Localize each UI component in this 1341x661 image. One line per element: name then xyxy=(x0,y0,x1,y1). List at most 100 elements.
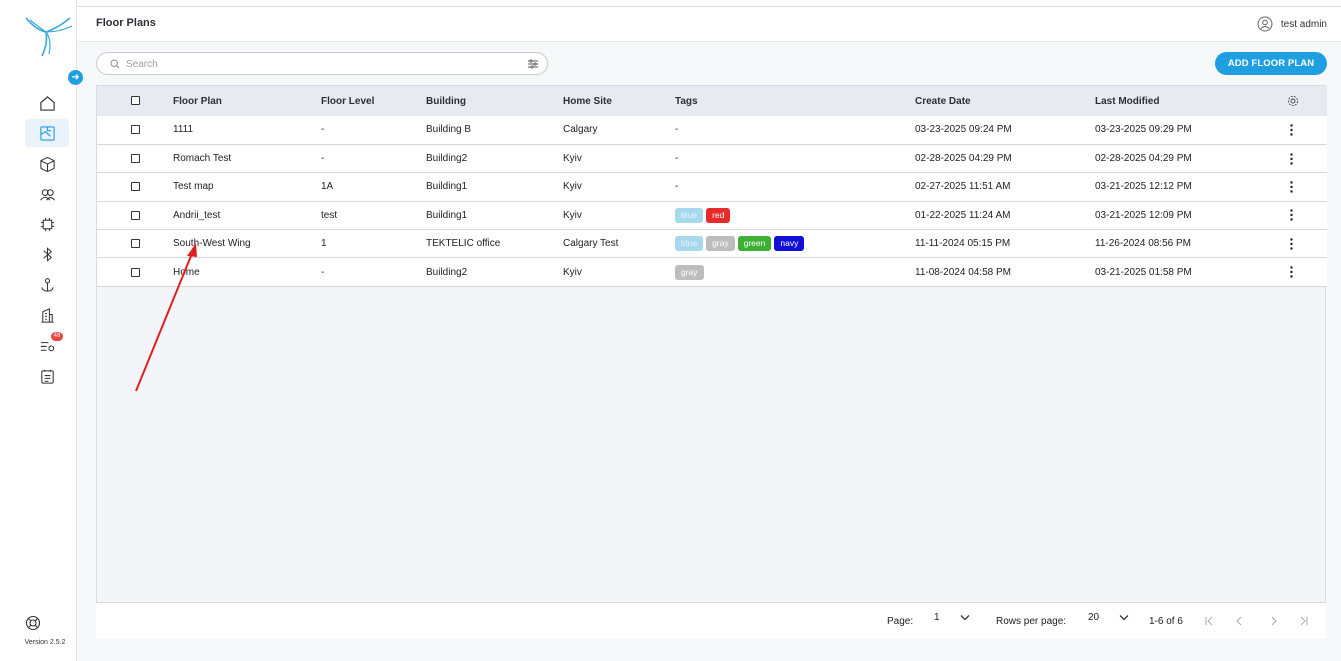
add-floor-plan-button[interactable]: ADD FLOOR PLAN xyxy=(1215,52,1327,75)
tag-chip[interactable]: blue xyxy=(675,236,704,252)
table-row[interactable]: Test map 1A Building1 Kyiv - 02-27-2025 11:51… xyxy=(97,172,1327,202)
page-select-value: 1 xyxy=(934,612,940,623)
cell-home-site: Calgary xyxy=(563,124,598,136)
tag-chip[interactable]: navy xyxy=(774,236,805,252)
user-name: test admin xyxy=(1280,18,1327,30)
row-checkbox[interactable] xyxy=(131,239,140,249)
user-menu[interactable]: test admin xyxy=(1257,16,1327,32)
anchor-icon xyxy=(40,277,54,292)
rows-per-page-label: Rows per page: xyxy=(996,616,1067,627)
row-menu-icon[interactable] xyxy=(1290,152,1293,165)
help-icon[interactable] xyxy=(25,615,41,631)
cell-building: TEKTELIC office xyxy=(426,238,501,250)
nav-alerts[interactable]: 48 xyxy=(25,331,69,359)
cell-create-date: 11-08-2024 04:58 PM xyxy=(915,266,1011,278)
nav-home[interactable] xyxy=(25,89,69,117)
row-checkbox[interactable] xyxy=(131,210,140,220)
floor-plans-table: Floor Plan Floor Level Building Home Sit… xyxy=(96,85,1327,639)
tag-chip[interactable]: gray xyxy=(706,236,735,252)
cell-building: Building1 xyxy=(426,209,468,221)
cell-home-site: Kyiv xyxy=(563,266,582,278)
tag-chip[interactable]: gray xyxy=(675,264,704,280)
row-checkbox[interactable] xyxy=(131,182,140,192)
nav-reports[interactable] xyxy=(25,362,69,390)
row-menu-icon[interactable] xyxy=(1290,181,1293,193)
header-home-site[interactable]: Home Site xyxy=(563,95,612,107)
floor-plan-icon xyxy=(39,125,55,141)
filter-icon[interactable] xyxy=(527,58,539,70)
chevron-down-icon xyxy=(1119,615,1129,621)
table-row[interactable]: 1111 - Building B Calgary - 03-23-2025 09:24 … xyxy=(97,116,1327,145)
cell-home-site: Kyiv xyxy=(563,181,582,193)
row-menu-icon[interactable] xyxy=(1290,238,1293,250)
tag-chip[interactable]: blue xyxy=(675,207,704,223)
cell-last-modified: 03-23-2025 09:29 PM xyxy=(1095,124,1192,136)
users-icon xyxy=(39,188,55,201)
cell-create-date: 01-22-2025 11:24 AM xyxy=(915,209,1011,221)
cell-floor-plan: South-West Wing xyxy=(173,238,251,250)
sidebar: ➜ 48 Version 2.5.2 xyxy=(0,0,83,661)
nav-bluetooth[interactable] xyxy=(25,240,69,268)
cell-last-modified: 03-21-2025 12:09 PM xyxy=(1095,209,1192,221)
cell-floor-level: 1 xyxy=(321,238,327,250)
cell-floor-plan: Home xyxy=(173,266,200,278)
nav-floor-plans[interactable] xyxy=(25,119,69,147)
previous-page-icon[interactable] xyxy=(1234,616,1244,626)
cell-building: Building2 xyxy=(426,266,468,278)
nav-buildings[interactable] xyxy=(25,301,69,329)
search-input[interactable] xyxy=(124,56,514,72)
row-menu-icon[interactable] xyxy=(1290,209,1293,222)
cell-tags: blue red xyxy=(675,201,915,229)
row-checkbox[interactable] xyxy=(131,153,140,163)
table-row[interactable]: Romach Test - Building2 Kyiv - 02-28-2025 04:… xyxy=(97,144,1327,173)
column-settings-gear-icon[interactable] xyxy=(1287,95,1299,107)
row-checkbox[interactable] xyxy=(131,267,140,277)
page-select[interactable]: 1 xyxy=(934,612,970,623)
table-row[interactable]: South-West Wing 1 TEKTELIC office Calgary T… xyxy=(97,229,1327,258)
cell-create-date: 11-11-2024 05:15 PM xyxy=(915,238,1011,250)
header-tags[interactable]: Tags xyxy=(675,95,698,107)
cell-tags: - xyxy=(675,116,915,144)
next-page-icon[interactable] xyxy=(1269,616,1279,626)
row-menu-icon[interactable] xyxy=(1290,266,1293,278)
header-create-date[interactable]: Create Date xyxy=(915,95,971,107)
pagination-bar: Page: 1 Rows per page: 20 1-6 of 6 xyxy=(96,602,1326,639)
rows-per-page-select[interactable]: 20 xyxy=(1088,612,1129,623)
cell-floor-plan: 1111 xyxy=(173,124,194,136)
first-page-icon[interactable] xyxy=(1204,616,1214,626)
header-floor-plan[interactable]: Floor Plan xyxy=(173,95,222,107)
cell-tags: - xyxy=(675,144,915,172)
table-row[interactable]: Home - Building2 Kyiv gray 11-08-2024 04:58 P… xyxy=(97,257,1327,287)
nav-devices[interactable] xyxy=(25,210,69,238)
version-label: Version 2.5.2 xyxy=(24,639,66,646)
cell-last-modified: 02-28-2025 04:29 PM xyxy=(1095,153,1192,165)
row-menu-icon[interactable] xyxy=(1290,124,1293,136)
search-box xyxy=(96,52,548,75)
chip-icon xyxy=(40,217,54,231)
tag-chip[interactable]: red xyxy=(706,207,731,223)
nav-users[interactable] xyxy=(25,180,69,208)
header-last-modified[interactable]: Last Modified xyxy=(1095,95,1160,107)
header-building[interactable]: Building xyxy=(426,95,466,107)
cell-floor-plan: Andrii_test xyxy=(173,209,221,221)
page-title: Floor Plans xyxy=(96,17,156,29)
logo-icon xyxy=(25,17,73,57)
table-header-row: Floor Plan Floor Level Building Home Sit… xyxy=(97,86,1327,116)
cell-building: Building B xyxy=(426,124,472,136)
cell-home-site: Kyiv xyxy=(563,209,582,221)
cell-last-modified: 11-26-2024 08:56 PM xyxy=(1095,238,1191,250)
collapse-sidebar-button[interactable]: ➜ xyxy=(68,70,83,85)
building-icon xyxy=(40,307,54,323)
nav-assets[interactable] xyxy=(25,150,69,178)
table-row[interactable]: Andrii_test test Building1 Kyiv blue red 01-22… xyxy=(97,201,1327,230)
reports-icon xyxy=(40,369,54,384)
select-all-checkbox[interactable] xyxy=(131,96,140,106)
row-checkbox[interactable] xyxy=(131,125,140,135)
header-floor-level[interactable]: Floor Level xyxy=(321,95,375,107)
tag-chip[interactable]: green xyxy=(737,236,772,252)
nav-locations[interactable] xyxy=(25,271,69,299)
cell-last-modified: 03-21-2025 12:12 PM xyxy=(1095,181,1192,193)
chevron-down-icon xyxy=(960,615,970,621)
last-page-icon[interactable] xyxy=(1299,616,1309,626)
cell-floor-level: 1A xyxy=(321,181,334,193)
